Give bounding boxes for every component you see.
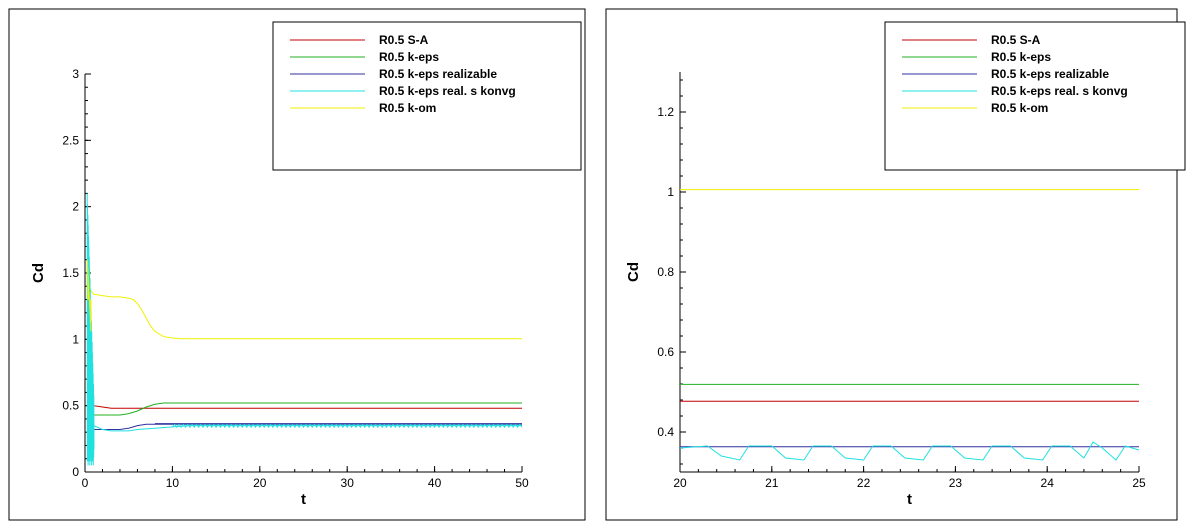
y-tick-label: 0.5 [62, 399, 79, 413]
y-axis-label: Cd [625, 262, 642, 282]
y-tick-label: 1.5 [62, 266, 79, 280]
x-axis-label: t [301, 491, 306, 508]
legend-box [884, 21, 1186, 171]
series-line-4 [88, 392, 522, 432]
legend-label: R0.5 k-eps realizable [379, 67, 497, 81]
x-tick-label: 30 [341, 476, 355, 490]
y-tick-label: 1 [72, 332, 79, 346]
legend: R0.5 S-A R0.5 k-eps R0.5 k-eps realizable R… [272, 21, 582, 171]
x-tick-label: 22 [857, 476, 871, 490]
legend-label: R0.5 S-A [991, 33, 1041, 47]
series-line-5 [87, 272, 522, 340]
legend-label: R0.5 k-eps [379, 50, 439, 64]
y-tick-label: 0 [72, 465, 79, 479]
x-tick-label: 0 [82, 476, 89, 490]
series-line-1 [87, 397, 522, 409]
y-axis-label: Cd [30, 263, 47, 283]
y-tick-label: 2.5 [62, 133, 79, 147]
series-transient-kom [87, 259, 92, 332]
x-tick-label: 20 [673, 476, 687, 490]
x-tick-label: 25 [1132, 476, 1146, 490]
legend-label: R0.5 k-eps [991, 50, 1051, 64]
y-tick-label: 1.2 [657, 105, 674, 119]
y-tick-label: 3 [72, 67, 79, 81]
series-line-4 [680, 441, 1140, 461]
legend-label: R0.5 S-A [379, 33, 429, 47]
series-transient-konvg [86, 193, 95, 466]
x-tick-label: 40 [428, 476, 442, 490]
legend-label: R0.5 k-om [991, 101, 1048, 115]
x-tick-label: 23 [949, 476, 963, 490]
legend-label: R0.5 k-eps realizable [991, 67, 1109, 81]
x-tick-label: 24 [1041, 476, 1055, 490]
figure-frame [605, 8, 1178, 521]
legend: R0.5 S-A R0.5 k-eps R0.5 k-eps realizable R… [884, 21, 1186, 171]
figure-frame [8, 8, 586, 521]
legend-box [272, 21, 582, 171]
x-tick-label: 50 [515, 476, 529, 490]
legend-label: R0.5 k-om [379, 101, 436, 115]
series-oscillation-konvg [171, 423, 523, 429]
legend-label: R0.5 k-eps real. s konvg [379, 84, 516, 98]
x-axis-label: t [907, 491, 912, 508]
y-tick-label: 0.8 [657, 265, 674, 279]
y-tick-label: 0.6 [657, 345, 674, 359]
legend-label: R0.5 k-eps real. s konvg [991, 84, 1128, 98]
plot-area [86, 193, 523, 466]
y-tick-label: 2 [72, 200, 79, 214]
chart-panel-left: 0 10 20 30 40 50 0 0.5 1 1.5 2 2.5 3 t Cd R0.5 S-A R0.5 … [0, 0, 595, 522]
x-tick-label: 10 [166, 476, 180, 490]
x-tick-label: 20 [253, 476, 267, 490]
y-tick-label: 1 [667, 185, 674, 199]
y-tick-label: 0.4 [657, 425, 674, 439]
plot-area [680, 189, 1140, 461]
x-tick-label: 21 [765, 476, 779, 490]
series-line-2 [87, 402, 522, 416]
chart-panel-right: 20 21 22 23 24 25 0.4 0.6 0.8 1 1.2 t Cd R0.5 S-A R0.5… [595, 0, 1190, 522]
